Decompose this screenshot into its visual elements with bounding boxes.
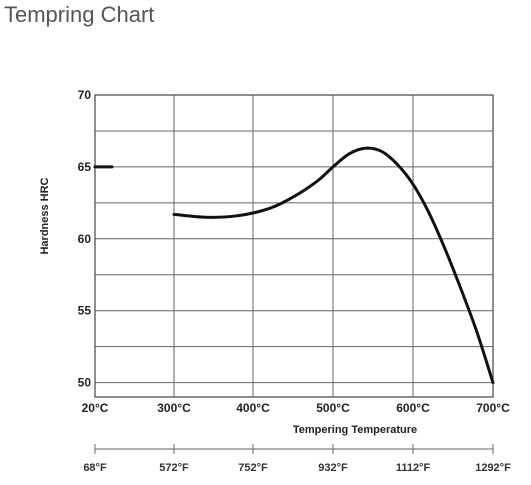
- fahrenheit-axis: 68°F 572°F 752°F 932°F 1112°F 1292°F: [83, 444, 511, 474]
- y-tick-label: 50: [78, 376, 92, 390]
- series-layer: [93, 146, 495, 385]
- plot-border: [94, 94, 494, 398]
- x-tick-label-celsius: 300°C: [157, 401, 191, 415]
- x-axis-label: Tempering Temperature: [293, 424, 417, 436]
- chart-grid: [94, 94, 494, 397]
- x-tick-label-fahrenheit: 68°F: [83, 462, 107, 474]
- plot-frame: [94, 94, 494, 398]
- y-axis-label: Hardness HRC: [39, 177, 51, 254]
- y-tick-label: 55: [78, 304, 92, 318]
- x-tick-label-fahrenheit: 752°F: [238, 462, 268, 474]
- x-tick-label-fahrenheit: 932°F: [318, 462, 348, 474]
- y-tick-labels: 70 65 60 55 50: [78, 88, 92, 390]
- x-tick-label-celsius: 700°C: [476, 401, 510, 415]
- hardness-curve-segment-2: [172, 146, 495, 385]
- page-title: Tempring Chart: [4, 2, 155, 27]
- y-tick-label: 65: [78, 160, 92, 174]
- x-tick-label-celsius: 600°C: [396, 401, 430, 415]
- x-tick-label-celsius: 500°C: [316, 401, 350, 415]
- x-tick-labels-celsius: 20°C 300°C 400°C 500°C 600°C 700°C: [82, 401, 510, 415]
- x-tick-label-celsius: 400°C: [236, 401, 270, 415]
- x-tick-label-celsius: 20°C: [82, 401, 109, 415]
- y-tick-label: 60: [78, 232, 92, 246]
- x-tick-label-fahrenheit: 572°F: [159, 462, 189, 474]
- x-tick-label-fahrenheit: 1112°F: [396, 462, 431, 474]
- y-tick-label: 70: [78, 88, 92, 102]
- x-tick-label-fahrenheit: 1292°F: [475, 462, 511, 474]
